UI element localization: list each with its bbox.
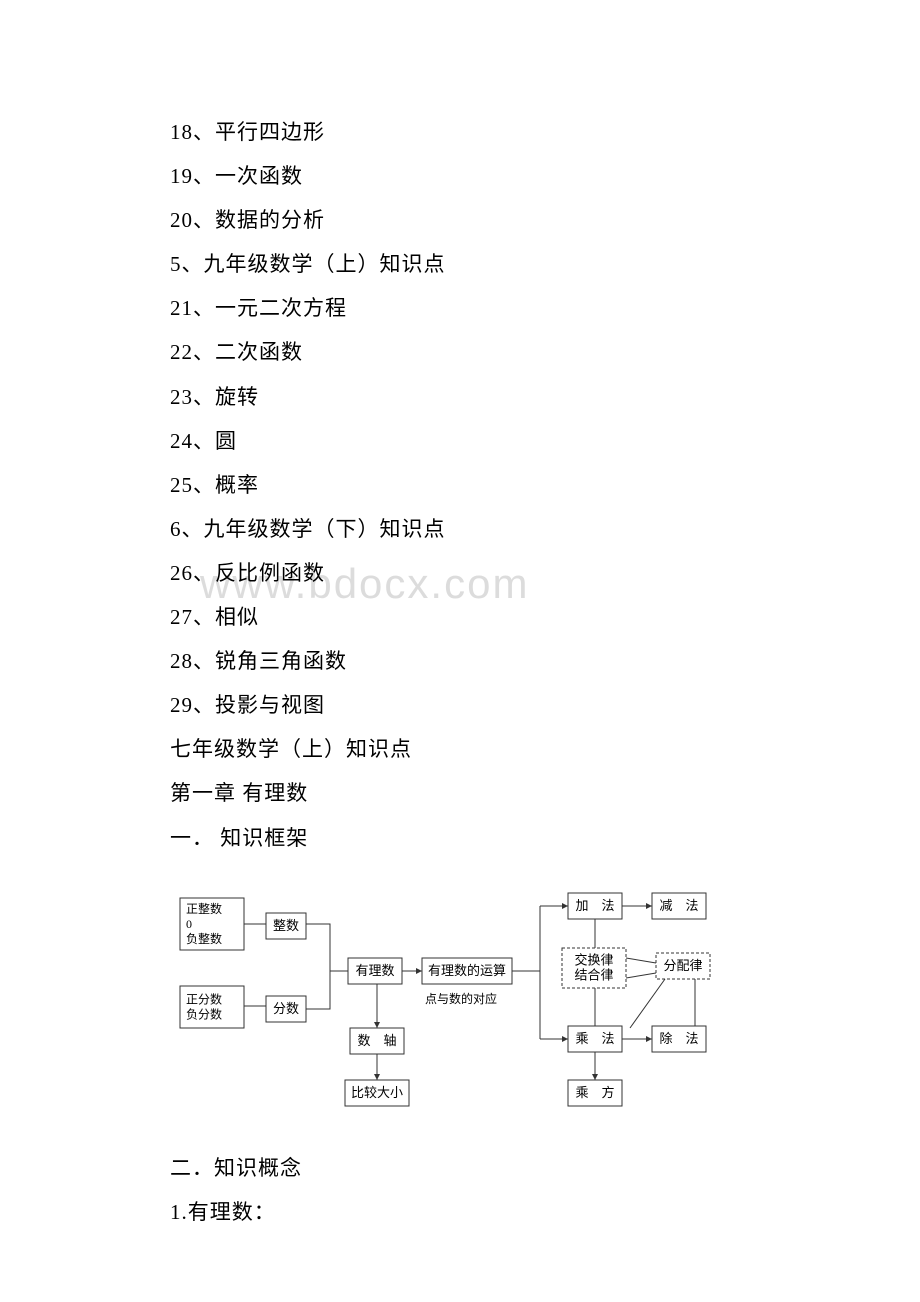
svg-text:负整数: 负整数 <box>186 930 222 945</box>
text-line: 20、数据的分析 <box>170 198 750 242</box>
text-line: 5、九年级数学（上）知识点 <box>170 242 750 286</box>
svg-text:交换律: 交换律 <box>574 952 613 967</box>
text-line: 24、圆 <box>170 419 750 463</box>
svg-text:有理数: 有理数 <box>355 963 394 978</box>
text-line: 二．知识概念 <box>170 1146 750 1190</box>
svg-text:除 法: 除 法 <box>659 1031 698 1046</box>
text-line: 18、平行四边形 <box>170 110 750 154</box>
text-line: 23、旋转 <box>170 375 750 419</box>
svg-text:点与数的对应: 点与数的对应 <box>425 990 497 1005</box>
text-list: 18、平行四边形19、一次函数20、数据的分析5、九年级数学（上）知识点21、一… <box>170 110 750 860</box>
text-line: 21、一元二次方程 <box>170 286 750 330</box>
text-line: 1.有理数： <box>170 1190 750 1234</box>
text-line: 七年级数学（上）知识点 <box>170 727 750 771</box>
svg-text:有理数的运算: 有理数的运算 <box>428 963 506 978</box>
svg-text:比较大小: 比较大小 <box>351 1085 403 1100</box>
text-line: 22、二次函数 <box>170 330 750 374</box>
text-line: 第一章 有理数 <box>170 771 750 815</box>
text-line: 27、相似 <box>170 595 750 639</box>
text-line: 29、投影与视图 <box>170 683 750 727</box>
svg-text:数 轴: 数 轴 <box>357 1033 396 1048</box>
svg-text:结合律: 结合律 <box>574 967 613 982</box>
text-line: 25、概率 <box>170 463 750 507</box>
text-line: 28、锐角三角函数 <box>170 639 750 683</box>
svg-text:负分数: 负分数 <box>186 1006 222 1021</box>
text-line: 6、九年级数学（下）知识点 <box>170 507 750 551</box>
text-line: 26、反比例函数 <box>170 551 750 595</box>
知识框架-diagram: 正整数0负整数 整数正分数负分数 分数 有理数 有理数的运算数 轴比较大小 加 法 减 法交… <box>170 878 750 1128</box>
svg-text:正分数: 正分数 <box>186 991 222 1006</box>
svg-text:0: 0 <box>186 916 192 930</box>
svg-text:分数: 分数 <box>273 1001 299 1016</box>
text-line: 19、一次函数 <box>170 154 750 198</box>
svg-text:减 法: 减 法 <box>659 898 698 913</box>
svg-text:正整数: 正整数 <box>186 900 222 915</box>
svg-text:加 法: 加 法 <box>575 898 614 913</box>
post-text-list: 二．知识概念1.有理数： <box>170 1146 750 1234</box>
svg-text:整数: 整数 <box>273 918 299 933</box>
svg-text:乘 方: 乘 方 <box>575 1085 614 1100</box>
text-line: 一． 知识框架 <box>170 816 750 860</box>
document-body: 18、平行四边形19、一次函数20、数据的分析5、九年级数学（上）知识点21、一… <box>170 110 750 1234</box>
svg-text:分配律: 分配律 <box>663 958 702 973</box>
flowchart-svg: 正整数0负整数 整数正分数负分数 分数 有理数 有理数的运算数 轴比较大小 加 法 减 法交… <box>170 878 740 1128</box>
svg-text:乘 法: 乘 法 <box>575 1031 614 1046</box>
